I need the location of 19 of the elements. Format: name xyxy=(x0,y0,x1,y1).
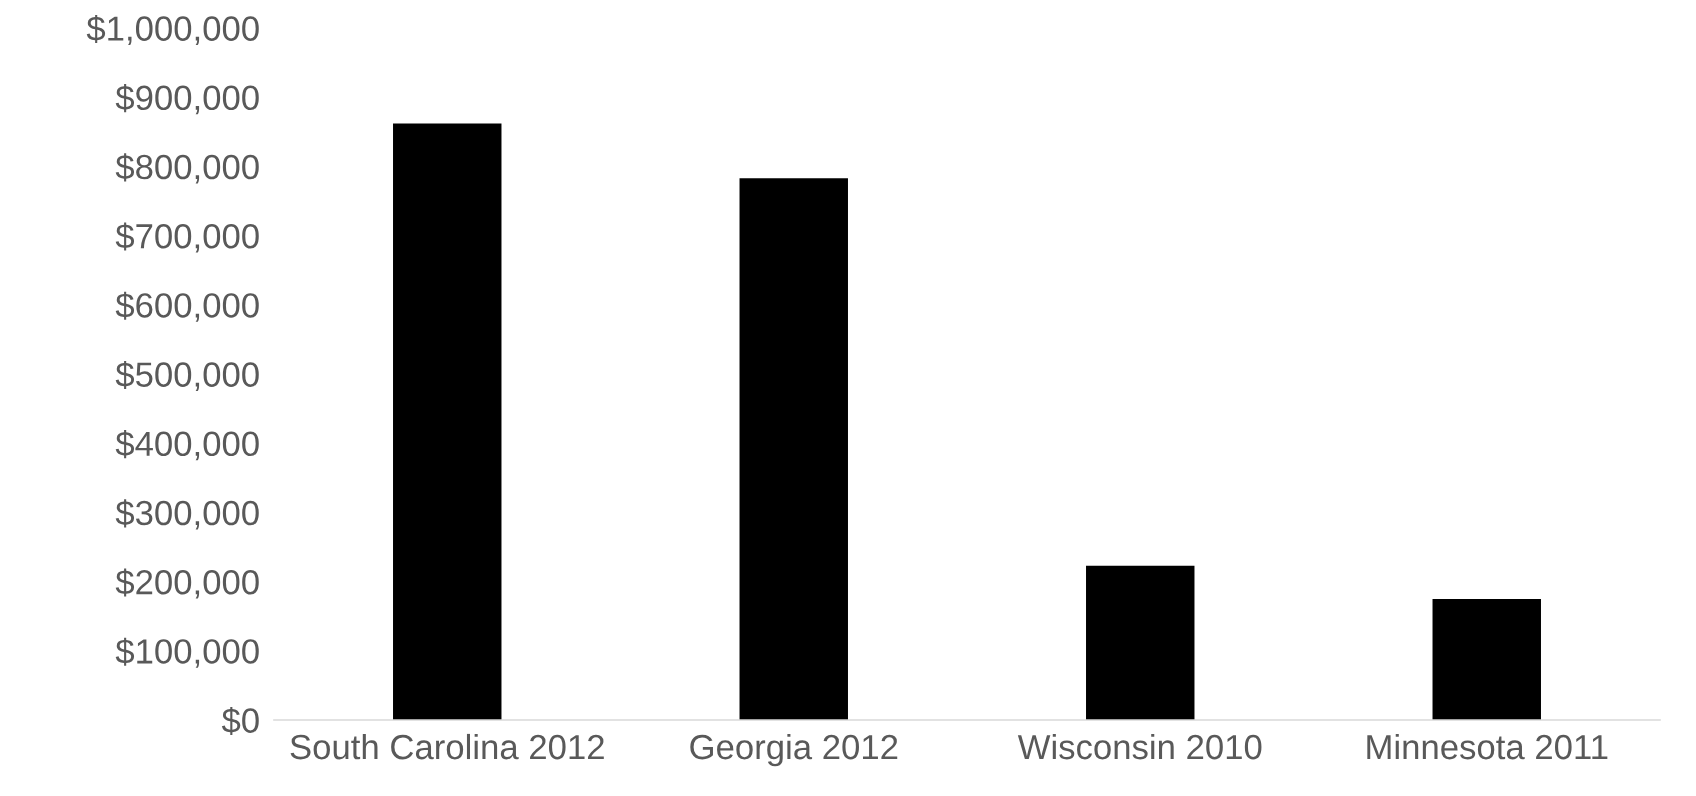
bar xyxy=(739,178,848,720)
y-tick-label: $900,000 xyxy=(115,84,259,115)
y-tick-label: $600,000 xyxy=(115,291,259,322)
x-tick-label: South Carolina 2012 xyxy=(290,733,604,760)
x-tick-label: Wisconsin 2010 xyxy=(1017,733,1262,760)
y-tick-label: $700,000 xyxy=(115,222,259,253)
bar xyxy=(1086,565,1195,720)
y-tick-label: $500,000 xyxy=(115,360,259,392)
bar xyxy=(1432,598,1541,720)
x-tick-label: Minnesota 2011 xyxy=(1367,733,1608,760)
y-tick-label: $200,000 xyxy=(115,568,259,599)
y-tick-label: $0 xyxy=(221,706,259,735)
y-tick-label: $800,000 xyxy=(115,153,259,184)
x-tick-label: Georgia 2012 xyxy=(690,733,898,767)
y-tick-label: $300,000 xyxy=(115,499,259,530)
bar xyxy=(393,123,502,720)
y-tick-label: $100,000 xyxy=(115,637,259,668)
y-tick-label: $1,000,000 xyxy=(86,14,259,46)
y-tick-label: $400,000 xyxy=(115,430,259,461)
